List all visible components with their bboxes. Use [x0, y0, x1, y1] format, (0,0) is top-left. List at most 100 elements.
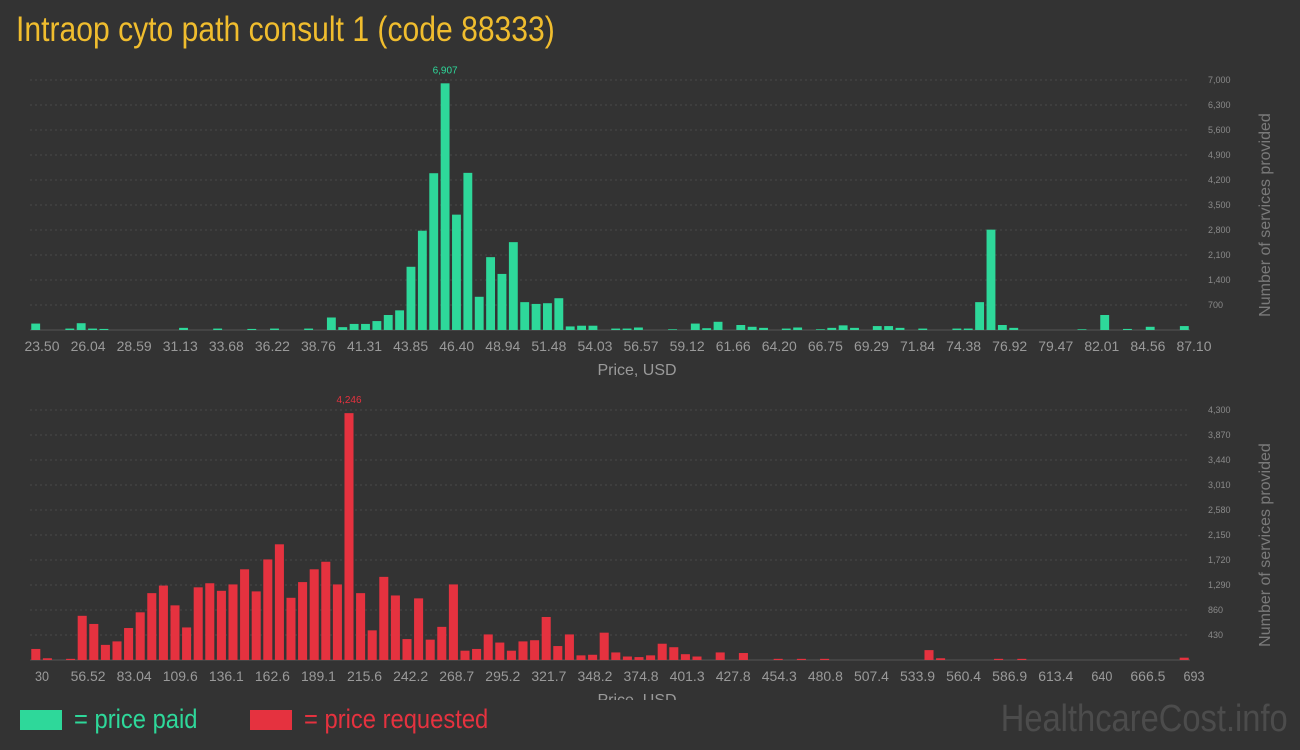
requested-bar: [158, 585, 168, 660]
paid-bar: [554, 298, 564, 330]
paid-bar: [452, 214, 461, 330]
requested-bar: [622, 656, 632, 660]
paid-bar: [793, 327, 803, 330]
paid-bar: [76, 323, 86, 330]
requested-bar: [112, 641, 122, 660]
requested-bar: [332, 584, 342, 660]
paid-x-tick-label: 48.94: [485, 338, 520, 354]
paid-x-tick-label: 43.85: [393, 338, 428, 354]
requested-bar: [205, 583, 215, 660]
paid-bar: [975, 302, 985, 330]
requested-y-tick-label: 2,580: [1208, 505, 1231, 515]
legend-requested-label: = price requested: [304, 704, 489, 734]
price-histogram-charts: 700 1,400 2,100 2,800 3,500 4,200 4,900 5,600 6,…: [25, 65, 1275, 700]
requested-bar: [367, 630, 377, 660]
paid-bar: [1077, 329, 1087, 330]
requested-bar: [1017, 658, 1027, 660]
paid-bar: [543, 303, 552, 330]
requested-y-tick-label: 1,290: [1208, 580, 1231, 590]
paid-bar: [668, 329, 677, 330]
paid-bar: [633, 327, 643, 330]
requested-x-tick-label: 401.3: [670, 668, 705, 684]
requested-x-tick-label: 613.4: [1038, 668, 1073, 684]
page-title: Intraop cyto path consult 1 (code 88333): [16, 10, 555, 49]
requested-y-tick-label: 430: [1208, 630, 1223, 640]
requested-y-tick-label: 2,150: [1208, 530, 1231, 540]
paid-x-tick-label: 74.38: [946, 338, 981, 354]
requested-bar: [657, 643, 667, 660]
paid-bar: [247, 328, 257, 330]
requested-y-tick-label: 3,010: [1208, 480, 1231, 490]
paid-x-tick-label: 33.68: [209, 338, 244, 354]
requested-bar: [228, 584, 238, 660]
paid-bar: [383, 315, 393, 330]
paid-bar: [497, 273, 507, 330]
requested-bar: [495, 642, 505, 660]
requested-x-tick-label: 507.4: [854, 668, 889, 684]
requested-bar: [390, 595, 400, 660]
requested-x-tick-label: 242.2: [393, 668, 428, 684]
requested-peak-label: 4,246: [336, 395, 361, 406]
paid-bar: [440, 83, 450, 330]
paid-bar: [759, 327, 768, 330]
requested-bar: [170, 605, 180, 660]
paid-bar: [1123, 328, 1132, 330]
paid-bar: [474, 296, 484, 330]
paid-bar: [338, 327, 348, 330]
paid-x-tick-label: 87.10: [1177, 338, 1212, 354]
requested-bar: [599, 632, 609, 660]
requested-bar: [414, 598, 424, 660]
paid-x-tick-label: 31.13: [163, 338, 198, 354]
requested-bar: [100, 644, 110, 660]
requested-x-tick-label: 427.8: [716, 668, 751, 684]
paid-bar: [429, 173, 439, 330]
requested-bar: [646, 655, 656, 660]
requested-bar: [472, 648, 482, 660]
requested-bar: [738, 653, 748, 660]
requested-bar: [286, 597, 296, 660]
legend-paid: = price paid: [20, 704, 214, 735]
requested-x-tick-label: 666.5: [1130, 668, 1165, 684]
requested-bar: [669, 647, 679, 660]
paid-bar: [270, 328, 279, 330]
paid-y-tick-label: 3,500: [1208, 200, 1231, 210]
requested-bar: [692, 656, 702, 660]
requested-bar: [773, 658, 783, 660]
requested-bar: [263, 559, 273, 660]
requested-bar: [309, 569, 319, 660]
requested-x-tick-label: 30: [35, 668, 49, 684]
requested-x-tick-label: 560.4: [946, 668, 981, 684]
requested-bar: [402, 639, 412, 660]
requested-bar: [77, 615, 87, 660]
requested-bar: [820, 658, 830, 660]
paid-bar: [838, 325, 848, 330]
paid-bar: [577, 325, 587, 330]
paid-bar: [349, 323, 359, 330]
paid-bar: [1179, 326, 1189, 330]
requested-bar: [541, 616, 551, 660]
requested-x-axis-title: Price, USD: [597, 692, 676, 700]
paid-bar: [986, 229, 996, 330]
paid-y-tick-label: 700: [1208, 300, 1223, 310]
requested-bar: [89, 623, 99, 660]
paid-bar: [395, 310, 405, 330]
requested-bar: [135, 612, 145, 660]
legend-requested: = price requested: [250, 704, 513, 735]
paid-bar: [702, 328, 712, 330]
requested-bar: [437, 626, 447, 660]
requested-bar: [66, 658, 76, 660]
paid-bar: [622, 328, 632, 330]
paid-x-tick-label: 46.40: [439, 338, 474, 354]
paid-bar: [99, 328, 109, 330]
paid-y-tick-label: 6,300: [1208, 100, 1231, 110]
requested-bar: [182, 627, 192, 660]
paid-bar: [565, 326, 575, 330]
paid-bar: [611, 328, 621, 330]
requested-x-tick-label: 189.1: [301, 668, 336, 684]
paid-bar: [1145, 326, 1155, 330]
paid-bar: [963, 328, 973, 330]
requested-bar: [506, 650, 516, 660]
paid-y-tick-label: 2,100: [1208, 250, 1231, 260]
paid-bar: [918, 328, 928, 330]
paid-bar: [895, 327, 905, 330]
